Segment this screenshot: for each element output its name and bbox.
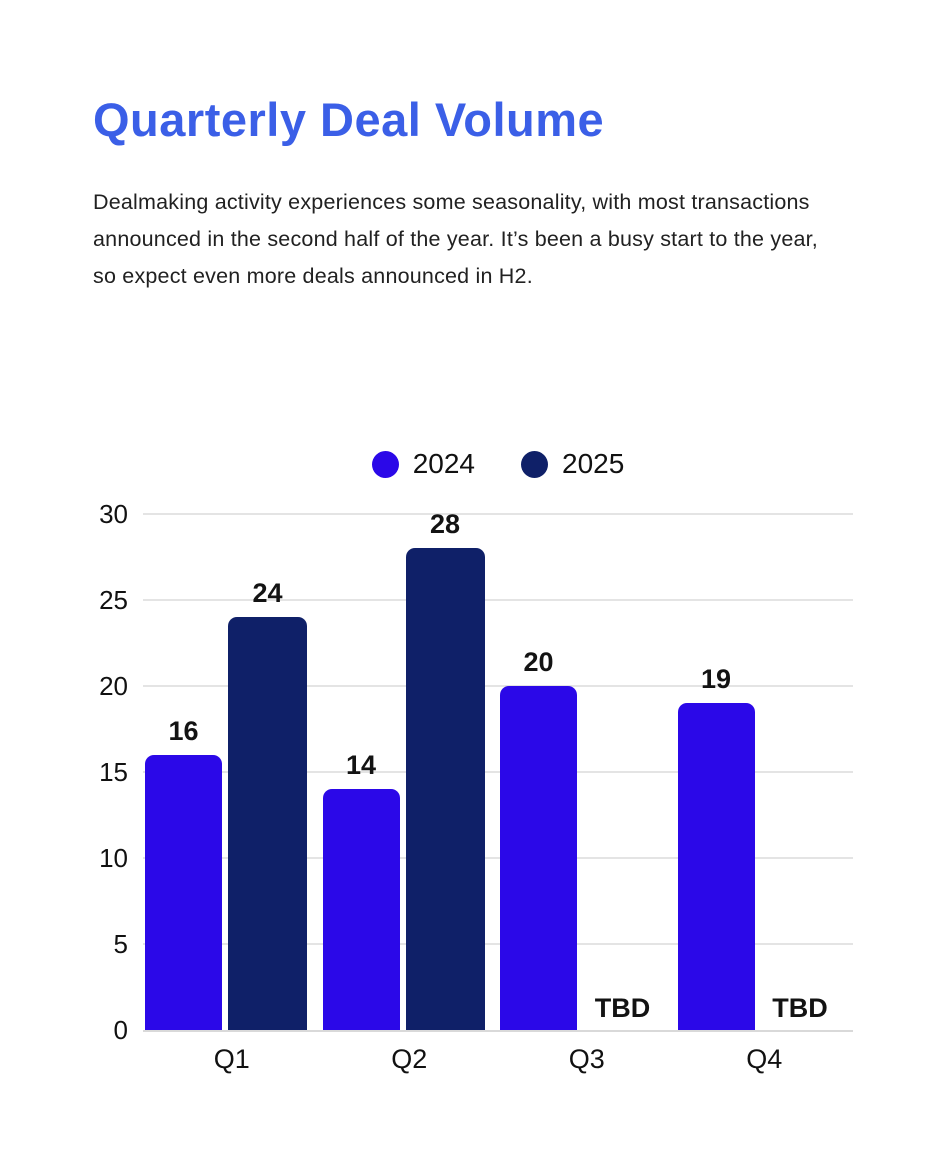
bar-group-Q2: 14 28 <box>321 509 499 1030</box>
value-label-2024-Q1: 16 <box>168 716 199 746</box>
gridline <box>143 513 853 515</box>
x-tick-label-Q4: Q4 <box>746 1044 783 1074</box>
bar-2024-Q2 <box>322 789 400 1030</box>
bar-2024-Q4 <box>677 703 755 1030</box>
legend-dot-icon <box>371 450 399 478</box>
gridline <box>143 943 853 945</box>
bar-group-Q3: 20 TBD <box>498 514 676 1030</box>
gridline <box>143 771 853 773</box>
legend-label: 2025 <box>562 448 625 479</box>
legend-item-2025: 2025 <box>521 448 624 480</box>
legend-item-2024: 2024 <box>371 448 475 480</box>
legend-label: 2024 <box>412 448 475 479</box>
chart-legend: 2024 2025 <box>143 448 853 480</box>
value-label-2025-Q2: 28 <box>429 509 461 539</box>
value-label-2024-Q3: 20 <box>523 647 554 677</box>
y-tick-label: 20 <box>99 671 128 701</box>
bar-2025-Q2 <box>405 548 485 1030</box>
legend-dot-icon <box>521 450 548 478</box>
value-label-2024-Q4: 19 <box>700 664 732 694</box>
bar-2025-Q1 <box>228 617 307 1030</box>
y-tick-label: 5 <box>113 929 128 959</box>
y-tick-label: 10 <box>99 843 128 873</box>
bar-2024-Q1 <box>145 755 222 1030</box>
bar-group-Q1: 16 24 <box>143 514 321 1030</box>
gridline <box>143 599 853 601</box>
quarterly-deal-volume-chart: 2024 2025 0 5 10 15 20 25 30 16 24 14 28 20 TBD 19 TBD… <box>0 440 950 1140</box>
y-tick-label: 30 <box>99 499 128 529</box>
chart-plot-area: 16 24 14 28 20 TBD 19 TBD <box>143 509 854 1032</box>
x-tick-label-Q1: Q1 <box>213 1044 250 1074</box>
gridline <box>143 857 853 859</box>
bar-group-Q4: 19 TBD <box>676 514 854 1030</box>
value-label-2024-Q2: 14 <box>345 750 377 780</box>
value-label-2025-Q1: 24 <box>252 578 283 608</box>
x-tick-label-Q3: Q3 <box>568 1044 605 1074</box>
y-tick-label: 0 <box>113 1015 128 1045</box>
value-label-2025-Q3: TBD <box>594 993 651 1023</box>
page-title: Quarterly Deal Volume <box>93 93 605 146</box>
y-tick-label: 15 <box>99 757 128 787</box>
page-description: Dealmaking activity experiences some sea… <box>93 190 818 288</box>
value-label-2025-Q4: TBD <box>772 993 828 1023</box>
y-tick-label: 25 <box>99 585 128 615</box>
x-tick-label-Q2: Q2 <box>391 1044 428 1074</box>
gridline <box>143 685 853 687</box>
bar-2024-Q3 <box>500 686 577 1030</box>
